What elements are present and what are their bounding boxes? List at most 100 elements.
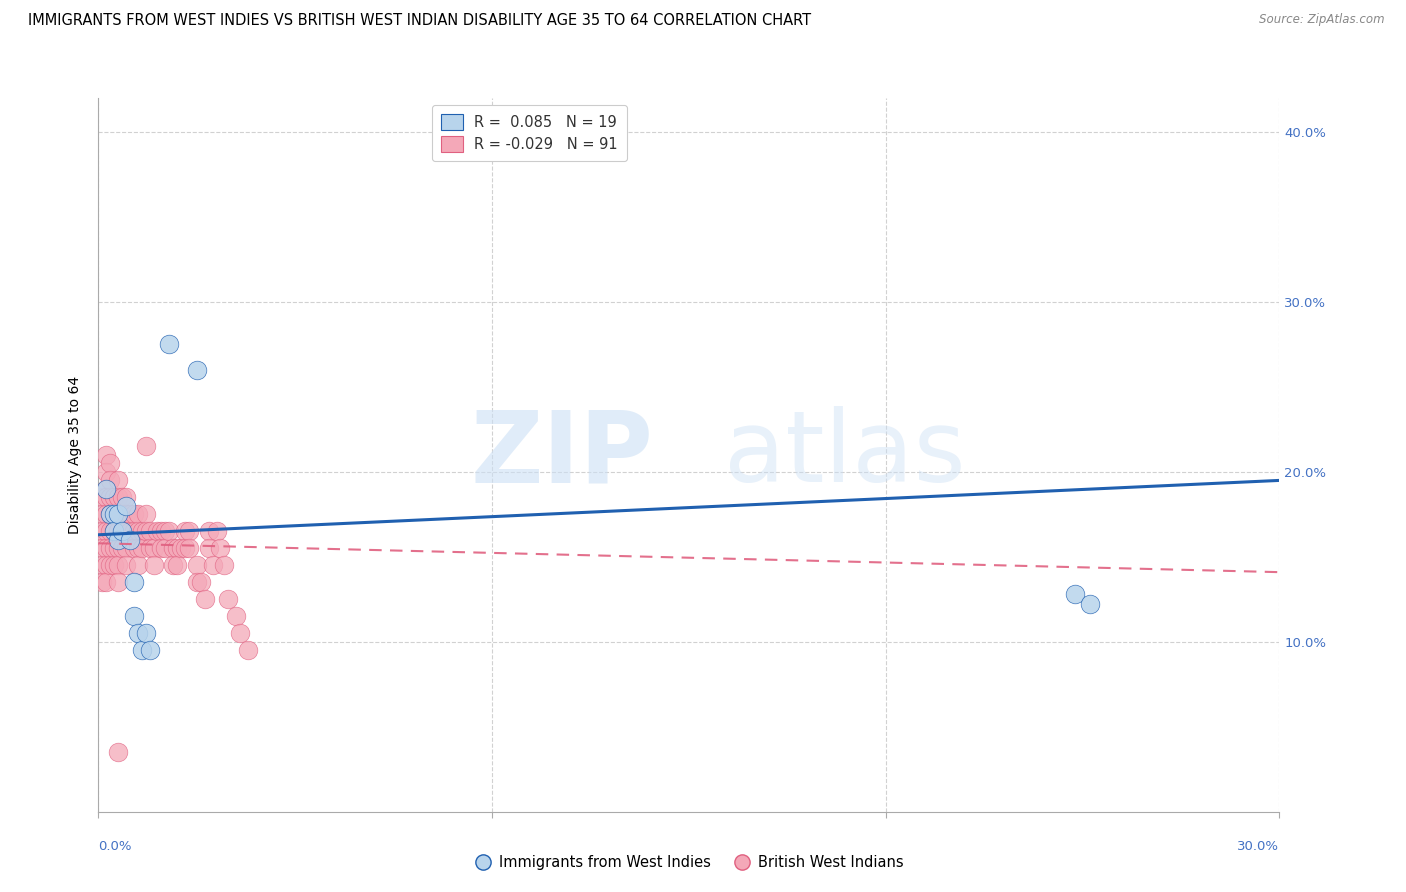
Point	[98, 508, 121, 522]
Point	[122, 524, 145, 539]
Y-axis label: Disability Age 35 to 64: Disability Age 35 to 64	[69, 376, 83, 534]
Point	[138, 643, 160, 657]
Point	[103, 508, 125, 522]
Point	[91, 558, 114, 573]
Point	[186, 363, 208, 377]
Point	[142, 558, 165, 573]
Point	[91, 541, 114, 556]
Point	[118, 533, 141, 547]
Point	[157, 524, 180, 539]
Point	[190, 575, 212, 590]
Point	[127, 558, 149, 573]
Point	[236, 643, 259, 657]
Point	[186, 558, 208, 573]
Point	[96, 524, 118, 539]
Point	[96, 541, 118, 556]
Point	[150, 524, 173, 539]
Text: 0.0%: 0.0%	[98, 840, 132, 854]
Point	[217, 592, 239, 607]
Point	[107, 533, 129, 547]
Point	[103, 491, 125, 505]
Point	[135, 524, 157, 539]
Point	[107, 745, 129, 759]
Point	[122, 541, 145, 556]
Point	[166, 558, 188, 573]
Point	[127, 541, 149, 556]
Point	[162, 541, 184, 556]
Point	[155, 541, 177, 556]
Point	[115, 541, 138, 556]
Point	[170, 541, 193, 556]
Point	[103, 524, 125, 539]
Point	[155, 524, 177, 539]
Point	[146, 524, 169, 539]
Point	[91, 508, 114, 522]
Point	[107, 491, 129, 505]
Point	[98, 524, 121, 539]
Point	[96, 508, 118, 522]
Point	[91, 524, 114, 539]
Point	[103, 524, 125, 539]
Point	[214, 558, 236, 573]
Point	[107, 508, 129, 522]
Point	[96, 465, 118, 479]
Point	[201, 558, 224, 573]
Point	[131, 524, 153, 539]
Text: 30.0%: 30.0%	[1237, 840, 1279, 854]
Point	[115, 524, 138, 539]
Point	[111, 491, 134, 505]
Point	[205, 524, 228, 539]
Text: IMMIGRANTS FROM WEST INDIES VS BRITISH WEST INDIAN DISABILITY AGE 35 TO 64 CORRE: IMMIGRANTS FROM WEST INDIES VS BRITISH W…	[28, 13, 811, 29]
Legend: R =  0.085   N = 19, R = -0.029   N = 91: R = 0.085 N = 19, R = -0.029 N = 91	[432, 105, 627, 161]
Point	[194, 592, 217, 607]
Point	[98, 508, 121, 522]
Point	[122, 609, 145, 624]
Point	[118, 508, 141, 522]
Point	[162, 558, 184, 573]
Point	[186, 575, 208, 590]
Point	[91, 491, 114, 505]
Point	[111, 524, 134, 539]
Point	[209, 541, 232, 556]
Point	[96, 482, 118, 496]
Legend: Immigrants from West Indies, British West Indians: Immigrants from West Indies, British Wes…	[468, 849, 910, 876]
Point	[127, 524, 149, 539]
Point	[127, 626, 149, 640]
Point	[96, 448, 118, 462]
Point	[103, 541, 125, 556]
Point	[177, 524, 200, 539]
Point	[107, 541, 129, 556]
Point	[174, 524, 197, 539]
Point	[229, 626, 252, 640]
Point	[98, 558, 121, 573]
Point	[98, 474, 121, 488]
Point	[1063, 587, 1085, 601]
Point	[131, 643, 153, 657]
Point	[115, 508, 138, 522]
Point	[111, 508, 134, 522]
Point	[150, 541, 173, 556]
Point	[138, 524, 160, 539]
Point	[135, 508, 157, 522]
Point	[157, 337, 180, 351]
Point	[107, 575, 129, 590]
Point	[122, 575, 145, 590]
Text: Source: ZipAtlas.com: Source: ZipAtlas.com	[1260, 13, 1385, 27]
Point	[107, 474, 129, 488]
Point	[1080, 598, 1102, 612]
Text: ZIP: ZIP	[471, 407, 654, 503]
Point	[96, 482, 118, 496]
Point	[138, 541, 160, 556]
Point	[98, 541, 121, 556]
Point	[127, 508, 149, 522]
Point	[96, 491, 118, 505]
Point	[96, 558, 118, 573]
Point	[118, 524, 141, 539]
Point	[142, 541, 165, 556]
Point	[98, 491, 121, 505]
Text: atlas: atlas	[724, 407, 966, 503]
Point	[122, 508, 145, 522]
Point	[107, 558, 129, 573]
Point	[91, 575, 114, 590]
Point	[96, 575, 118, 590]
